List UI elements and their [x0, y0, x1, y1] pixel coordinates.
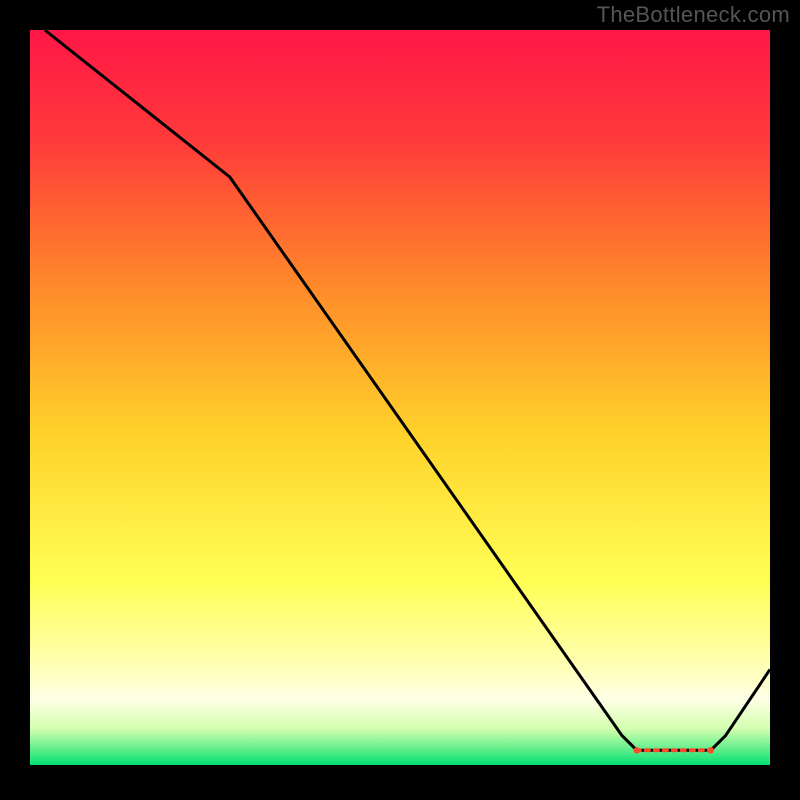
flat-segment-cap-left [634, 747, 640, 753]
chart-canvas: TheBottleneck.com [0, 0, 800, 800]
flat-segment-cap-right [708, 747, 714, 753]
gradient-background [30, 30, 770, 765]
plot-area [30, 30, 770, 765]
watermark-text: TheBottleneck.com [597, 2, 790, 28]
